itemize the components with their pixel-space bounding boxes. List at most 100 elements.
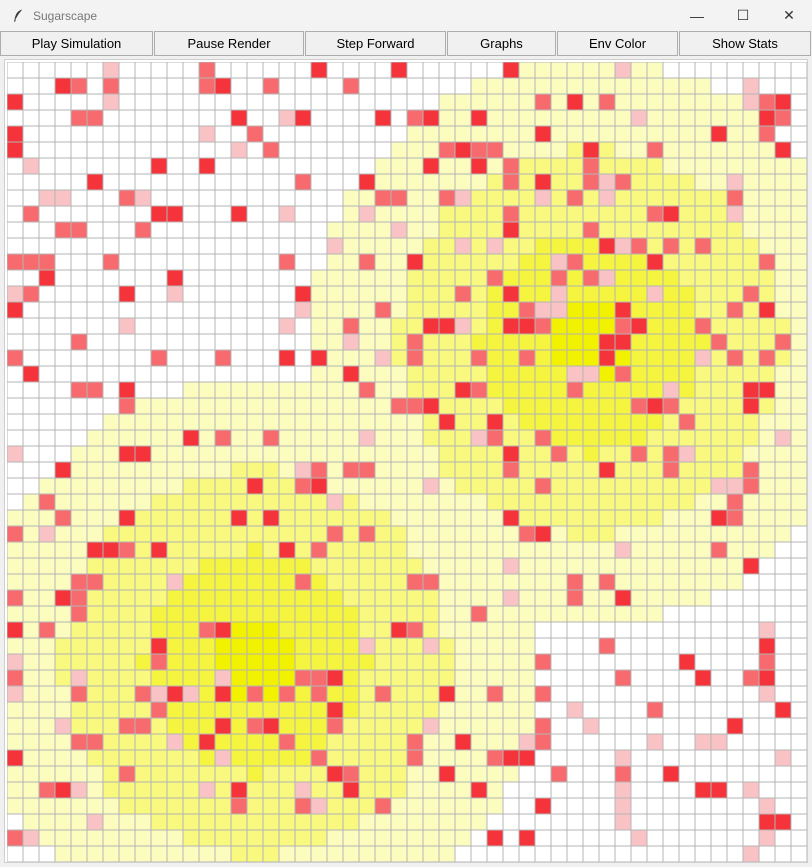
agent-cell xyxy=(22,285,40,303)
minimize-icon[interactable]: — xyxy=(690,7,704,24)
sugar-cell xyxy=(134,701,152,719)
sugar-cell xyxy=(534,269,552,287)
sugar-cell xyxy=(54,253,72,271)
sugar-cell xyxy=(134,589,152,607)
sugar-cell xyxy=(182,733,200,751)
agent-cell xyxy=(70,109,88,127)
agent-cell xyxy=(742,285,760,303)
env-color-button[interactable]: Env Color xyxy=(557,31,678,56)
sugar-cell xyxy=(214,285,232,303)
agent-cell xyxy=(54,77,72,95)
sugar-cell xyxy=(326,413,344,431)
sugar-cell xyxy=(182,541,200,559)
sugar-cell xyxy=(118,621,136,639)
agent-cell xyxy=(694,669,712,687)
agent-cell xyxy=(502,157,520,175)
sugar-cell xyxy=(662,621,680,639)
sugar-cell xyxy=(774,829,792,847)
sugar-cell xyxy=(294,189,312,207)
sugar-cell xyxy=(598,285,616,303)
sugar-cell xyxy=(166,141,184,159)
sugar-cell xyxy=(38,445,56,463)
sugar-cell xyxy=(518,173,536,191)
sugar-cell xyxy=(214,157,232,175)
sugar-cell xyxy=(118,205,136,223)
sugar-cell xyxy=(310,189,328,207)
sugar-cell xyxy=(198,429,216,447)
sugar-cell xyxy=(790,717,807,735)
sugar-cell xyxy=(342,589,360,607)
sugar-cell xyxy=(422,141,440,159)
sugar-cell xyxy=(70,797,88,815)
sugar-cell xyxy=(678,573,696,591)
sugar-cell xyxy=(454,813,472,831)
sugar-cell xyxy=(486,77,504,95)
sugar-cell xyxy=(662,285,680,303)
agent-cell xyxy=(246,685,264,703)
sugar-cell xyxy=(534,621,552,639)
sugar-cell xyxy=(166,461,184,479)
sugar-cell xyxy=(262,445,280,463)
sugar-cell xyxy=(694,589,712,607)
sugar-cell xyxy=(198,829,216,847)
sugar-cell xyxy=(294,637,312,655)
pause-render-button[interactable]: Pause Render xyxy=(154,31,304,56)
sugar-cell xyxy=(470,797,488,815)
sugar-cell xyxy=(118,125,136,143)
show-stats-button[interactable]: Show Stats xyxy=(679,31,811,56)
sugar-cell xyxy=(662,253,680,271)
sugar-cell xyxy=(326,733,344,751)
sugar-cell xyxy=(374,125,392,143)
sugarscape-canvas[interactable] xyxy=(4,59,808,863)
sugar-cell xyxy=(118,365,136,383)
agent-cell xyxy=(502,317,520,335)
sugar-cell xyxy=(790,317,807,335)
agent-cell xyxy=(742,557,760,575)
sugar-cell xyxy=(214,605,232,623)
sugar-cell xyxy=(390,509,408,527)
sugar-cell xyxy=(166,669,184,687)
sugar-cell xyxy=(566,109,584,127)
sugar-cell xyxy=(694,637,712,655)
maximize-icon[interactable]: ☐ xyxy=(736,7,750,23)
sugar-cell xyxy=(630,221,648,239)
sugar-cell xyxy=(166,749,184,767)
sugar-cell xyxy=(54,765,72,783)
sugar-cell xyxy=(390,445,408,463)
sugar-cell xyxy=(7,461,24,479)
agent-cell xyxy=(310,797,328,815)
sugar-cell xyxy=(694,541,712,559)
agent-cell xyxy=(7,445,24,463)
sugar-cell xyxy=(310,237,328,255)
agent-cell xyxy=(102,77,120,95)
step-forward-button[interactable]: Step Forward xyxy=(305,31,446,56)
sugar-cell xyxy=(694,445,712,463)
sugar-cell xyxy=(758,781,776,799)
sugar-cell xyxy=(710,813,728,831)
sugar-cell xyxy=(470,461,488,479)
agent-cell xyxy=(534,173,552,191)
agent-cell xyxy=(54,509,72,527)
sugar-cell xyxy=(534,573,552,591)
close-icon[interactable]: ✕ xyxy=(783,7,795,23)
sugar-cell xyxy=(646,221,664,239)
sugar-cell xyxy=(646,765,664,783)
sugar-cell xyxy=(214,525,232,543)
agent-cell xyxy=(7,589,24,607)
sugar-cell xyxy=(774,589,792,607)
sugar-cell xyxy=(102,301,120,319)
sugar-cell xyxy=(630,349,648,367)
sugar-cell xyxy=(790,509,807,527)
sugar-cell xyxy=(470,301,488,319)
sugar-cell xyxy=(454,669,472,687)
sugar-cell xyxy=(742,749,760,767)
sugar-cell xyxy=(742,829,760,847)
agent-cell xyxy=(54,717,72,735)
play-simulation-button[interactable]: Play Simulation xyxy=(0,31,153,56)
sugar-cell xyxy=(422,333,440,351)
graphs-button[interactable]: Graphs xyxy=(447,31,556,56)
agent-cell xyxy=(54,589,72,607)
environment-grid[interactable] xyxy=(7,62,807,862)
sugar-cell xyxy=(454,93,472,111)
sugar-cell xyxy=(694,605,712,623)
